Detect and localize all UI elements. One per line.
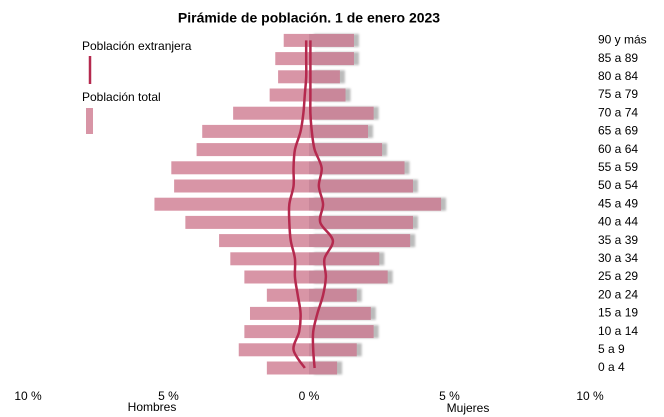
bar-hombres [266, 288, 309, 302]
bar-hombres [238, 343, 309, 357]
category-label: 20 a 24 [598, 287, 638, 301]
bar-hombres [185, 215, 309, 229]
category-label: 15 a 19 [598, 306, 638, 320]
category-label: 70 a 74 [598, 105, 638, 119]
category-label: 0 a 4 [598, 360, 625, 374]
x-tick-label: 10 % [14, 389, 42, 403]
bar-mujeres [309, 252, 380, 266]
bar-mujeres [309, 33, 354, 47]
bar-mujeres [309, 197, 442, 211]
bar-mujeres [309, 52, 354, 66]
bar-mujeres [309, 124, 369, 138]
category-label: 60 a 64 [598, 142, 638, 156]
bar-hombres [174, 179, 309, 193]
category-label: 30 a 34 [598, 251, 638, 265]
line-hombres [287, 40, 308, 369]
bar-hombres [275, 52, 309, 66]
category-label: 90 y más [598, 33, 647, 47]
bar-hombres [269, 88, 309, 102]
bar-mujeres [309, 234, 411, 248]
bar-hombres [233, 106, 309, 120]
category-label: 35 a 39 [598, 233, 638, 247]
bar-hombres [154, 197, 309, 211]
legend-swatch [86, 108, 93, 134]
bar-mujeres [309, 88, 346, 102]
category-label: 80 a 84 [598, 69, 638, 83]
category-label: 45 a 49 [598, 196, 638, 210]
axis-label-right: Mujeres [447, 401, 490, 415]
bar-hombres [278, 70, 309, 84]
bar-mujeres [309, 106, 374, 120]
bar-mujeres [309, 215, 413, 229]
category-label: 10 a 14 [598, 324, 638, 338]
category-label: 75 a 79 [598, 87, 638, 101]
category-label: 50 a 54 [598, 178, 638, 192]
category-label: 5 a 9 [598, 342, 625, 356]
bar-mujeres [309, 288, 357, 302]
bar-mujeres [309, 161, 405, 175]
bar-mujeres [309, 143, 383, 157]
category-label: 65 a 69 [598, 124, 638, 138]
bar-hombres [249, 306, 309, 320]
bar-hombres [171, 161, 309, 175]
bar-mujeres [309, 70, 340, 84]
bar-hombres [202, 124, 309, 138]
bar-mujeres [309, 325, 374, 339]
bar-hombres [283, 33, 309, 47]
bar-mujeres [309, 179, 413, 193]
line-mujeres [309, 40, 335, 369]
bar-mujeres [309, 306, 371, 320]
bar-mujeres [309, 270, 388, 284]
bar-mujeres [309, 361, 338, 375]
bar-mujeres [309, 343, 357, 357]
x-tick-label: 0 % [299, 389, 320, 403]
x-tick-label: 5 % [158, 389, 179, 403]
legend-label: Población total [82, 90, 161, 104]
x-tick-label: 5 % [439, 389, 460, 403]
category-label: 85 a 89 [598, 51, 638, 65]
legend-label: Población extranjera [82, 39, 192, 53]
bar-hombres [244, 325, 309, 339]
category-label: 40 a 44 [598, 215, 638, 229]
axis-label-left: Hombres [128, 400, 177, 414]
bar-hombres [244, 270, 309, 284]
bar-hombres [230, 252, 309, 266]
bar-hombres [196, 143, 309, 157]
bar-hombres [219, 234, 309, 248]
category-label: 55 a 59 [598, 160, 638, 174]
category-label: 25 a 29 [598, 269, 638, 283]
x-tick-label: 10 % [576, 389, 604, 403]
bar-hombres [266, 361, 309, 375]
chart-title: Pirámide de población. 1 de enero 2023 [178, 10, 440, 26]
